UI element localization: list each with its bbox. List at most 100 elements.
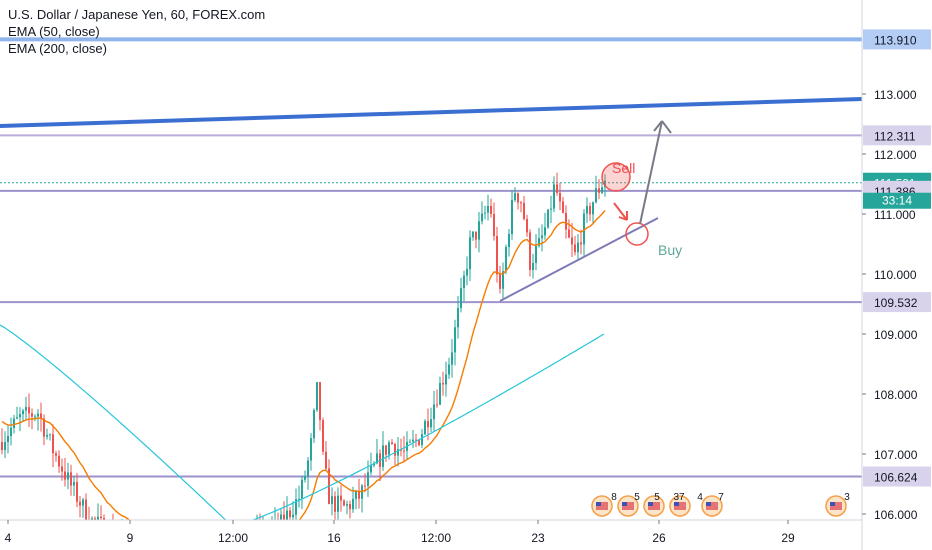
x-tick-label: 12:00	[218, 531, 248, 545]
candle	[316, 382, 318, 411]
candle	[202, 536, 204, 550]
candle	[274, 519, 276, 520]
candle	[145, 535, 147, 538]
candle	[469, 237, 471, 270]
candle	[544, 227, 546, 236]
candle	[508, 234, 510, 248]
candle	[208, 535, 210, 542]
candle	[487, 205, 489, 213]
flag-icon	[830, 502, 842, 510]
candle	[589, 205, 591, 215]
candle	[304, 476, 306, 480]
ema200-line	[0, 324, 605, 520]
candle	[352, 498, 354, 510]
candle	[559, 192, 561, 202]
candle	[334, 496, 336, 512]
candle	[136, 536, 138, 549]
flag-icon	[648, 502, 653, 506]
candle	[259, 526, 261, 535]
candle	[19, 414, 21, 418]
indicator-ema200[interactable]: EMA (200, close)	[8, 41, 107, 56]
candle	[277, 519, 279, 520]
symbol-title[interactable]: U.S. Dollar / Japanese Yen, 60, FOREX.co…	[8, 7, 266, 22]
price-badge-label: 109.532	[874, 296, 918, 310]
price-badge-label: 113.910	[874, 33, 917, 47]
y-tick-label: 109.000	[874, 328, 918, 342]
candle	[13, 418, 15, 428]
flag-icon	[596, 502, 608, 510]
candle	[595, 188, 597, 203]
candle	[295, 499, 297, 515]
candle	[523, 202, 525, 220]
candle	[322, 420, 324, 452]
candle	[424, 421, 426, 435]
y-tick-label: 106.000	[874, 508, 918, 522]
candle	[190, 542, 192, 550]
candle	[598, 188, 600, 193]
candle	[517, 193, 519, 203]
candle	[268, 531, 270, 535]
candle	[571, 237, 573, 245]
candle	[490, 205, 492, 215]
event-count-label: 37	[673, 492, 685, 503]
candle	[70, 472, 72, 486]
candle	[286, 510, 288, 520]
y-tick-label: 113.000	[874, 88, 917, 102]
candle	[79, 501, 81, 506]
plot-area: Sell Buy 8 5 5 37 4 7 3	[0, 37, 862, 550]
candle	[313, 410, 315, 439]
candle	[439, 383, 441, 405]
flag-icon	[648, 502, 660, 510]
candle	[505, 247, 507, 272]
candle	[142, 538, 144, 549]
candle	[568, 229, 570, 238]
candle	[166, 543, 168, 550]
candle	[484, 212, 486, 214]
event-count-label: 8	[611, 492, 617, 503]
candle	[373, 463, 375, 466]
candle	[358, 490, 360, 499]
candle	[256, 526, 258, 538]
y-tick-label: 108.000	[874, 388, 918, 402]
candle	[397, 449, 399, 456]
candle	[178, 539, 180, 549]
candle	[502, 271, 504, 289]
candle	[445, 374, 447, 385]
candle	[526, 219, 528, 233]
candle	[325, 451, 327, 469]
candle	[76, 481, 78, 502]
candle	[478, 221, 480, 240]
candle	[361, 485, 363, 499]
candle	[64, 471, 66, 480]
candle	[472, 231, 474, 238]
candle	[355, 490, 357, 499]
price-badge-label: 112.311	[874, 129, 916, 143]
x-tick-label: 29	[781, 531, 795, 545]
candle	[112, 527, 114, 538]
support-trend-line	[499, 217, 659, 302]
candle	[367, 472, 369, 486]
candle	[499, 274, 501, 289]
candle	[337, 495, 339, 512]
candle	[118, 535, 120, 537]
candle	[4, 442, 6, 451]
candle	[205, 535, 207, 536]
candle	[91, 518, 93, 520]
candle	[562, 201, 564, 213]
candle	[61, 466, 63, 472]
candle	[550, 208, 552, 210]
candle	[253, 538, 255, 541]
candle	[184, 547, 186, 549]
candle	[583, 213, 585, 245]
candle	[37, 413, 39, 417]
candle	[163, 543, 165, 544]
candle	[520, 202, 522, 204]
indicator-ema50[interactable]: EMA (50, close)	[8, 24, 100, 39]
candle	[211, 542, 213, 550]
candle	[100, 516, 102, 519]
candle	[481, 213, 483, 222]
candle	[532, 262, 534, 270]
flag-icon	[674, 502, 679, 506]
